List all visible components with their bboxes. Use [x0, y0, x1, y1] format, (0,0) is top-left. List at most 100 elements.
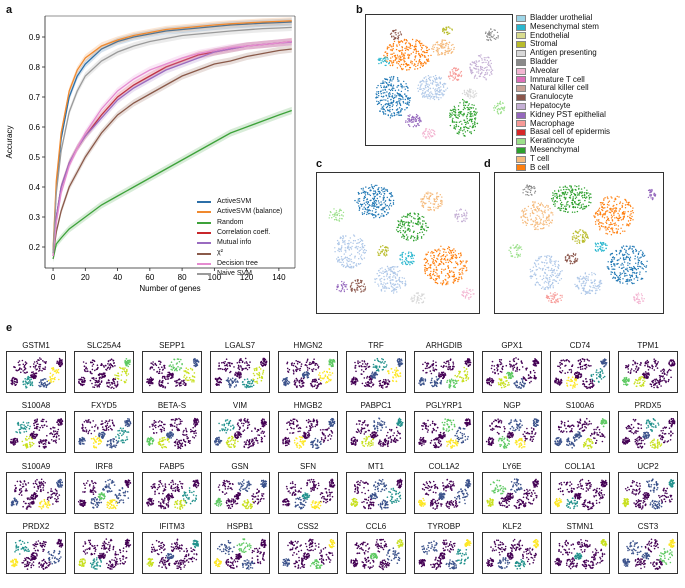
gene-panel: PABPC1	[346, 400, 406, 453]
gene-scatter-frame	[142, 351, 202, 393]
gene-panel: BST2	[74, 521, 134, 574]
gene-panel: UCP2	[618, 461, 678, 514]
legend-label: Naive SVM	[217, 270, 253, 278]
gene-title: FXYD5	[91, 401, 117, 410]
gene-title: MT1	[368, 462, 384, 471]
gene-scatter-frame	[618, 351, 678, 393]
cell-legend-swatch	[516, 14, 526, 22]
legend-label: Correlation coeff.	[217, 228, 271, 236]
legend-entry: Mutual info	[197, 238, 282, 248]
cell-legend-swatch	[516, 120, 526, 128]
gene-scatter	[78, 538, 132, 570]
cell-cluster	[405, 113, 422, 128]
gene-scatter	[486, 478, 539, 509]
legend-entry: Naive SVM	[197, 269, 282, 279]
gene-scatter-frame	[142, 411, 202, 453]
x-tick-label: 120	[240, 273, 254, 282]
tsne-scatter-b	[375, 26, 506, 139]
gene-panel: FABP5	[142, 461, 202, 514]
gene-title: COL1A2	[428, 462, 460, 471]
cell-legend-label: Basal cell of epidermis	[530, 127, 611, 137]
gene-scatter	[10, 357, 64, 389]
gene-scatter	[146, 479, 200, 510]
cell-cluster	[508, 244, 523, 258]
gene-panel: TRF	[346, 340, 406, 393]
gene-scatter	[77, 478, 132, 510]
cell-cluster	[349, 279, 367, 293]
gene-scatter	[485, 418, 540, 449]
gene-scatter-frame	[210, 411, 270, 453]
gene-panel: GSTM1	[6, 340, 66, 393]
cell-legend-entry: Basal cell of epidermis	[516, 128, 610, 137]
gene-scatter	[213, 417, 267, 449]
gene-scatter-frame	[6, 472, 66, 514]
gene-scatter-frame	[74, 472, 134, 514]
cell-legend-entry: Alveolar	[516, 66, 610, 76]
cell-legend-entry: Hepatocyte	[516, 101, 610, 111]
gene-scatter-frame	[618, 411, 678, 453]
gene-scatter	[282, 538, 336, 570]
cell-cluster	[594, 241, 608, 252]
cell-legend-entry: Immature T cell	[516, 75, 610, 85]
series-line-2	[52, 109, 292, 260]
cell-legend-swatch	[516, 32, 526, 40]
gene-panel: SFN	[278, 461, 338, 514]
gene-scatter	[146, 417, 200, 450]
gene-panel: KLF2	[482, 521, 542, 574]
gene-panel: S100A8	[6, 400, 66, 453]
gene-scatter-frame	[278, 411, 338, 453]
legend-label: Mutual info	[217, 239, 252, 247]
gene-title: PRDX5	[634, 401, 662, 410]
gene-scatter-frame	[550, 532, 610, 574]
gene-scatter	[554, 358, 608, 390]
gene-title: BST2	[93, 522, 114, 531]
gene-scatter-frame	[550, 472, 610, 514]
gene-scatter-frame	[482, 411, 542, 453]
cell-cluster	[571, 229, 589, 245]
series-line-6	[52, 40, 292, 257]
tsne-scatter-c	[328, 184, 475, 304]
tsne-panel-d	[494, 172, 664, 314]
gene-scatter-frame	[6, 532, 66, 574]
gene-title: GSN	[231, 462, 249, 471]
gene-title: HMGB2	[293, 401, 323, 410]
cell-legend-entry: Stromal	[516, 40, 610, 49]
gene-scatter	[214, 479, 268, 510]
cell-legend-entry: Kidney PST epithelial	[516, 110, 610, 120]
gene-title: VIM	[232, 401, 248, 410]
legend-swatch	[197, 221, 211, 224]
legend-swatch	[197, 252, 211, 255]
cell-cluster	[447, 67, 463, 82]
legend-label: Decision tree	[217, 259, 258, 267]
legend-swatch	[197, 262, 211, 265]
gene-scatter	[622, 478, 675, 510]
cell-legend-label: B cell	[530, 162, 550, 172]
cell-legend-entry: Granulocyte	[516, 92, 610, 102]
x-tick-label: 60	[145, 273, 154, 282]
gene-title: FABP5	[159, 462, 185, 471]
cell-cluster	[461, 287, 475, 300]
cell-cluster	[633, 292, 645, 305]
cell-cluster	[593, 195, 634, 236]
gene-scatter-frame	[414, 532, 474, 574]
gene-scatter-frame	[278, 351, 338, 393]
gene-panel: GSN	[210, 461, 270, 514]
gene-scatter	[622, 417, 676, 449]
legend-entry: χ²	[197, 248, 282, 258]
gene-panel: TYROBP	[414, 521, 474, 574]
cell-legend-swatch	[516, 85, 526, 93]
gene-panel: S100A6	[550, 400, 610, 453]
gene-panel: NGP	[482, 400, 542, 453]
gene-scatter-frame	[6, 411, 66, 453]
gene-title: COL1A1	[564, 462, 596, 471]
gene-title: TRF	[368, 341, 384, 350]
cell-cluster	[423, 245, 468, 286]
gene-panel: GPX1	[482, 340, 542, 393]
cell-cluster	[574, 272, 603, 295]
cell-cluster	[529, 255, 563, 290]
gene-panel: CST3	[618, 521, 678, 574]
gene-title: LY6E	[502, 462, 522, 471]
x-tick-label: 100	[208, 273, 222, 282]
legend-label: Random	[217, 218, 244, 226]
gene-title: HMGN2	[293, 341, 323, 350]
